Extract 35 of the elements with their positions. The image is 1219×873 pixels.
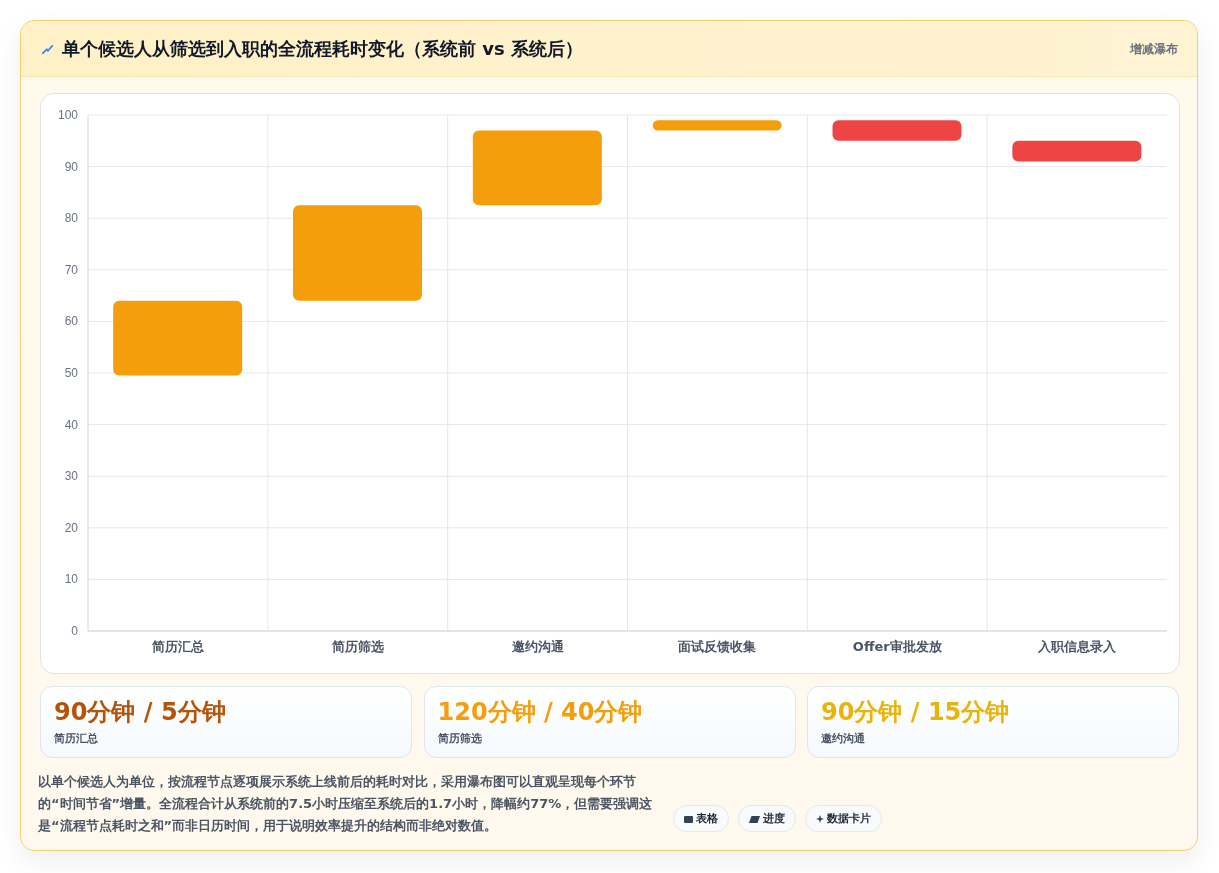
text: 120分钟 / 40分钟 — [437, 698, 643, 726]
x-tick-label: 面试反馈收集 — [677, 639, 757, 654]
chart-title: 单个候选人从筛选到入职的全流程耗时变化（系统前 vs 系统后） — [62, 38, 583, 59]
text: 90分钟 / 15分钟 — [821, 698, 1010, 726]
bar — [832, 120, 962, 141]
y-tick-label: 60 — [64, 314, 79, 329]
bar — [1012, 140, 1142, 162]
y-tick-label: 90 — [64, 159, 79, 174]
bar — [472, 130, 602, 206]
y-tick-label: 10 — [64, 572, 79, 587]
text: 简历汇总 — [54, 732, 98, 745]
x-tick-label: Offer审批发放 — [852, 639, 943, 654]
x-tick-label: 简历筛选 — [330, 639, 384, 654]
y-tick-label: 40 — [64, 417, 79, 432]
y-tick-label: 50 — [64, 366, 79, 380]
y-tick-label: 0 — [71, 624, 79, 638]
y-tick-label: 100 — [57, 108, 79, 122]
bar — [652, 120, 782, 131]
text: 数据卡片 — [827, 812, 871, 825]
text: 以单个候选人为单位，按流程节点逐项展示系统上线前后的耗时对比，采用瀑布图可以直观呈现每个环节的“时间节省”增量。全流程合计从系统前的7.5小时压缩至系统后的1.7小时，降幅约77%，但需要强调这是“流程节点耗时之和”而非日历时间，用于说明效率提升的结构而非绝对数值。 — [38, 774, 653, 833]
text: 进度 — [763, 812, 785, 825]
text: 邀约沟通 — [821, 732, 865, 745]
chart-subtitle: 增减瀑布 — [1130, 42, 1178, 56]
x-tick-label: 邀约沟通 — [510, 639, 565, 654]
text: 简历筛选 — [437, 732, 482, 745]
bar — [113, 300, 243, 376]
y-tick-label: 80 — [64, 211, 79, 226]
x-tick-label: 简历汇总 — [150, 639, 205, 654]
y-tick-label: 30 — [64, 469, 79, 484]
y-tick-label: 70 — [64, 262, 79, 277]
x-tick-label: 入职信息录入 — [1037, 639, 1118, 654]
bar — [293, 205, 423, 301]
text: 90分钟 / 5分钟 — [54, 698, 226, 726]
text: 表格 — [696, 812, 718, 825]
y-tick-label: 20 — [64, 520, 79, 535]
